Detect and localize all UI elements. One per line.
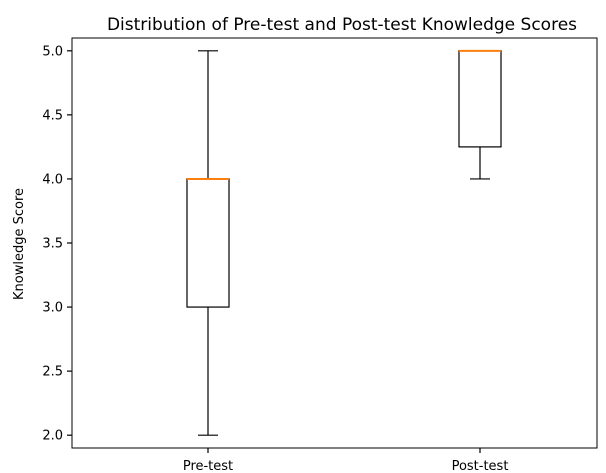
box-post-test [458, 49, 502, 180]
box-pre-test [186, 50, 230, 436]
y-tick-label: 5.0 [42, 44, 63, 59]
x-axis-ticks: Pre-test Post-test [183, 448, 509, 473]
y-tick-label: 2.0 [42, 429, 63, 444]
plot-area [71, 37, 598, 449]
y-tick-label: 2.5 [42, 365, 63, 380]
x-tick-label: Pre-test [183, 459, 233, 473]
y-axis-label: Knowledge Score [12, 188, 27, 300]
y-tick-label: 3.5 [42, 237, 63, 252]
y-axis-label-group: Knowledge Score [12, 188, 27, 300]
y-tick-label: 3.0 [42, 301, 63, 316]
box-series [186, 49, 502, 436]
y-tick-label: 4.5 [42, 108, 63, 123]
chart-title: Distribution of Pre-test and Post-test K… [107, 15, 577, 35]
x-tick-label: Post-test [452, 459, 509, 473]
box-iqr [458, 50, 502, 148]
y-tick-label: 4.0 [42, 172, 63, 187]
box-iqr [186, 178, 230, 308]
y-axis-ticks: 2.0 2.5 3.0 3.5 4.0 4.5 5.0 [42, 44, 72, 444]
